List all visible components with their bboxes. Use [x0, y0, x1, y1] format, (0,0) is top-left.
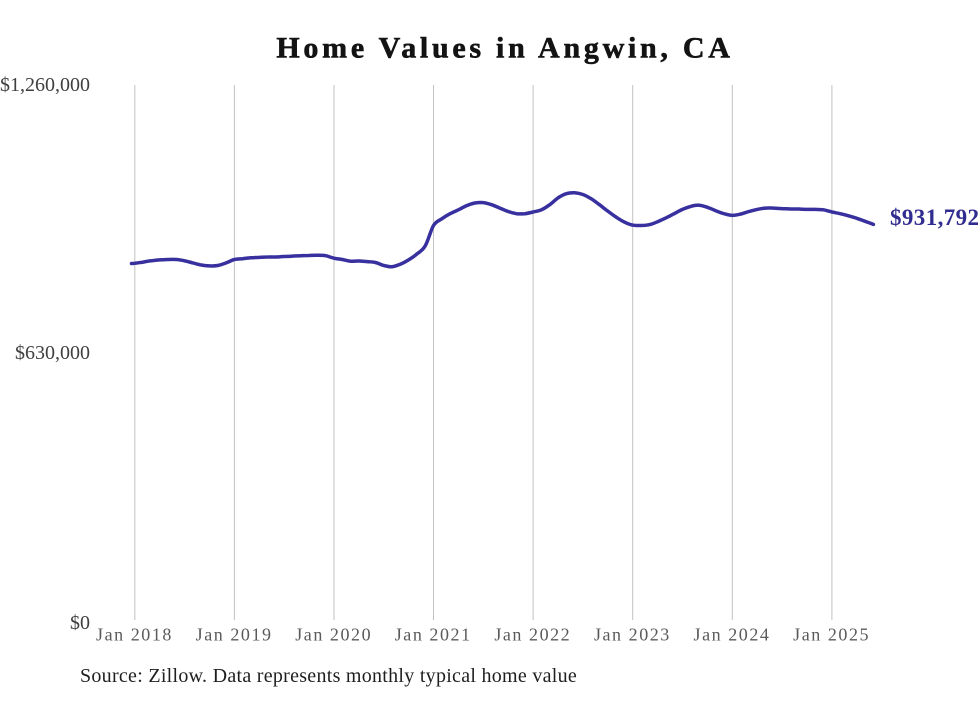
svg-text:$0: $0	[70, 612, 90, 634]
svg-text:Jan 2019: Jan 2019	[196, 625, 273, 645]
svg-text:$630,000: $630,000	[15, 342, 90, 364]
svg-text:Jan 2024: Jan 2024	[694, 625, 771, 645]
svg-text:$1,260,000: $1,260,000	[0, 74, 90, 96]
svg-text:Jan 2025: Jan 2025	[793, 625, 870, 645]
svg-text:Jan 2023: Jan 2023	[594, 625, 671, 645]
svg-text:Home Values in Angwin, CA: Home Values in Angwin, CA	[276, 32, 733, 65]
svg-text:Jan 2020: Jan 2020	[295, 625, 372, 645]
svg-text:Jan 2021: Jan 2021	[395, 625, 472, 645]
svg-text:$931,792: $931,792	[890, 205, 979, 230]
svg-text:Jan 2018: Jan 2018	[96, 625, 173, 645]
svg-text:Source: Zillow. Data represent: Source: Zillow. Data represents monthly …	[80, 665, 577, 687]
svg-text:Jan 2022: Jan 2022	[494, 625, 571, 645]
